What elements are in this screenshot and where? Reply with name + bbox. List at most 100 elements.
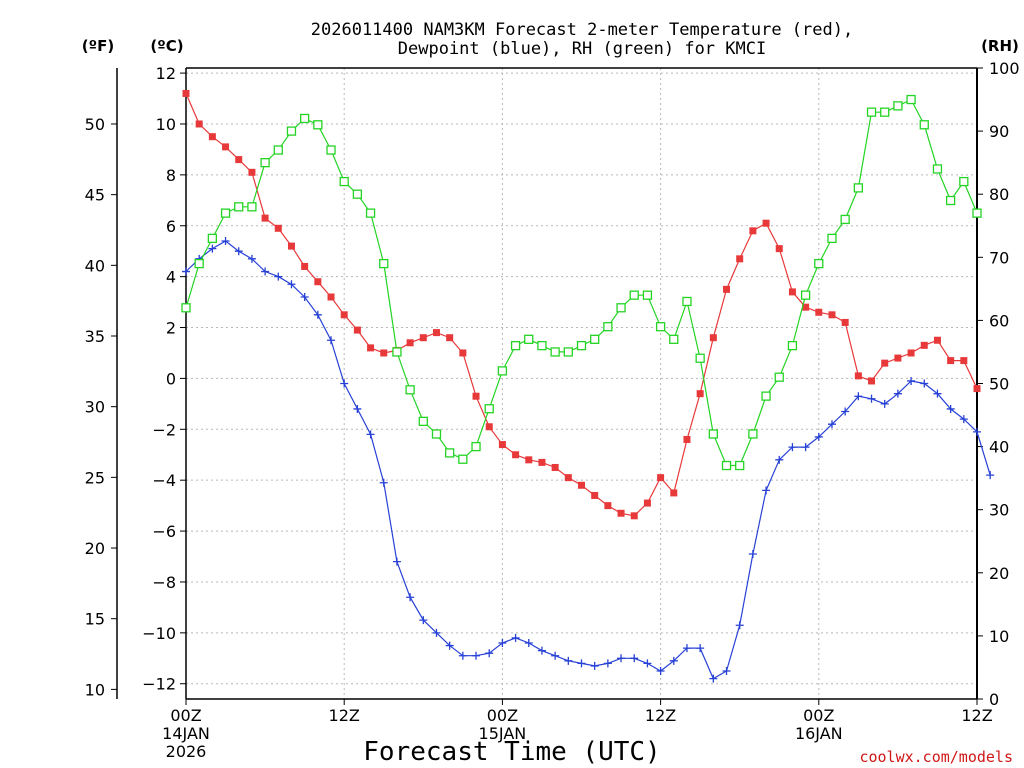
rh-point xyxy=(787,340,798,351)
rh-point xyxy=(326,145,336,155)
rh-point xyxy=(945,195,956,206)
temperature-point xyxy=(828,311,836,319)
dewpoint-point xyxy=(445,641,454,650)
rh-tick-label: 70 xyxy=(989,248,1009,267)
temperature-point xyxy=(274,224,282,232)
rh-point xyxy=(273,145,283,155)
celsius-tick-label: −12 xyxy=(142,675,176,694)
dewpoint-point xyxy=(551,651,560,660)
fahrenheit-tick-label: 20 xyxy=(85,539,105,558)
rh-point xyxy=(735,460,745,471)
dewpoint-point xyxy=(907,376,916,385)
data-series xyxy=(181,89,995,683)
rh-tick-label: 60 xyxy=(989,311,1009,330)
dewpoint-point xyxy=(841,407,850,416)
unit-celsius-label: (ºC) xyxy=(150,37,183,55)
rh-point xyxy=(827,233,837,244)
rh-point xyxy=(339,176,349,187)
rh-point xyxy=(286,126,297,136)
rh-tick-label: 30 xyxy=(989,501,1009,520)
rh-point xyxy=(748,429,758,439)
rh-point xyxy=(919,120,929,130)
celsius-tick-label: −8 xyxy=(152,573,176,592)
rh-tick-label: 40 xyxy=(989,438,1009,457)
rh-point xyxy=(906,94,916,105)
temperature-point xyxy=(419,334,427,342)
rh-point xyxy=(405,385,415,395)
dewpoint-point xyxy=(590,661,599,670)
rh-point xyxy=(840,214,850,225)
rh-point xyxy=(629,290,639,300)
dewpoint-point xyxy=(656,667,665,676)
dewpoint-point xyxy=(630,654,639,663)
dewpoint-point xyxy=(933,389,942,398)
rh-point xyxy=(181,303,191,313)
rh-point xyxy=(616,303,626,313)
fahrenheit-tick-label: 40 xyxy=(85,256,105,275)
rh-point xyxy=(721,460,732,471)
rh-point xyxy=(260,157,270,168)
dewpoint-point xyxy=(234,247,243,256)
dewpoint-point xyxy=(419,616,428,625)
x-tick-label: 12Z xyxy=(329,706,360,725)
temperature-point xyxy=(933,336,941,344)
dewpoint-point xyxy=(696,644,705,653)
temperature-point xyxy=(868,377,876,385)
temperature-point xyxy=(736,255,744,263)
temperature-point xyxy=(208,133,216,141)
dewpoint-point xyxy=(643,659,652,668)
rh-point xyxy=(932,164,943,174)
axes xyxy=(111,67,983,705)
temperature-point xyxy=(459,349,467,357)
temperature-point xyxy=(973,385,981,393)
rh-point xyxy=(194,258,204,269)
temperature-point xyxy=(340,311,348,319)
dewpoint-point xyxy=(867,394,876,403)
dewpoint-point xyxy=(498,639,507,648)
dewpoint-point xyxy=(379,478,388,487)
x-tick-label: 00Z xyxy=(803,706,834,725)
dewpoint-point xyxy=(366,430,375,439)
rh-point xyxy=(379,258,389,269)
temperature-point xyxy=(617,509,625,517)
celsius-tick-label: −10 xyxy=(142,624,176,643)
rh-point xyxy=(800,290,811,300)
rh-point xyxy=(220,208,231,218)
rh-point xyxy=(642,290,653,300)
rh-point xyxy=(431,429,442,439)
temperature-point xyxy=(472,392,480,400)
rh-tick-label: 80 xyxy=(989,185,1009,204)
temperature-point xyxy=(380,349,388,357)
celsius-tick-label: 0 xyxy=(166,369,176,388)
temperature-point xyxy=(643,499,651,507)
series-blue xyxy=(182,237,995,683)
series-line-blue xyxy=(185,240,991,680)
celsius-tick-label: −2 xyxy=(152,420,176,439)
rh-tick-label: 90 xyxy=(989,122,1009,141)
rh-point xyxy=(234,202,244,212)
celsius-tick-label: 6 xyxy=(166,217,176,236)
series-green xyxy=(181,94,982,471)
rh-point xyxy=(550,347,560,357)
temperature-point xyxy=(182,89,190,97)
dewpoint-point xyxy=(524,639,533,648)
celsius-tick-label: 2 xyxy=(166,319,176,338)
temperature-point xyxy=(512,451,520,459)
temperature-point xyxy=(353,326,361,334)
temperature-point xyxy=(604,502,612,510)
rh-point xyxy=(959,176,969,187)
dewpoint-point xyxy=(485,649,494,658)
temperature-point xyxy=(894,354,902,362)
rh-point xyxy=(313,120,323,130)
temperature-point xyxy=(538,458,546,466)
rh-point xyxy=(207,233,218,244)
series-line-red xyxy=(185,93,978,517)
rh-point xyxy=(497,366,508,376)
temperature-point xyxy=(498,441,506,449)
fahrenheit-tick-label: 10 xyxy=(85,680,105,699)
dewpoint-point xyxy=(893,389,902,398)
fahrenheit-tick-label: 35 xyxy=(85,327,105,346)
temperature-point xyxy=(551,463,559,471)
rh-point xyxy=(682,296,692,307)
rh-point xyxy=(590,334,600,344)
